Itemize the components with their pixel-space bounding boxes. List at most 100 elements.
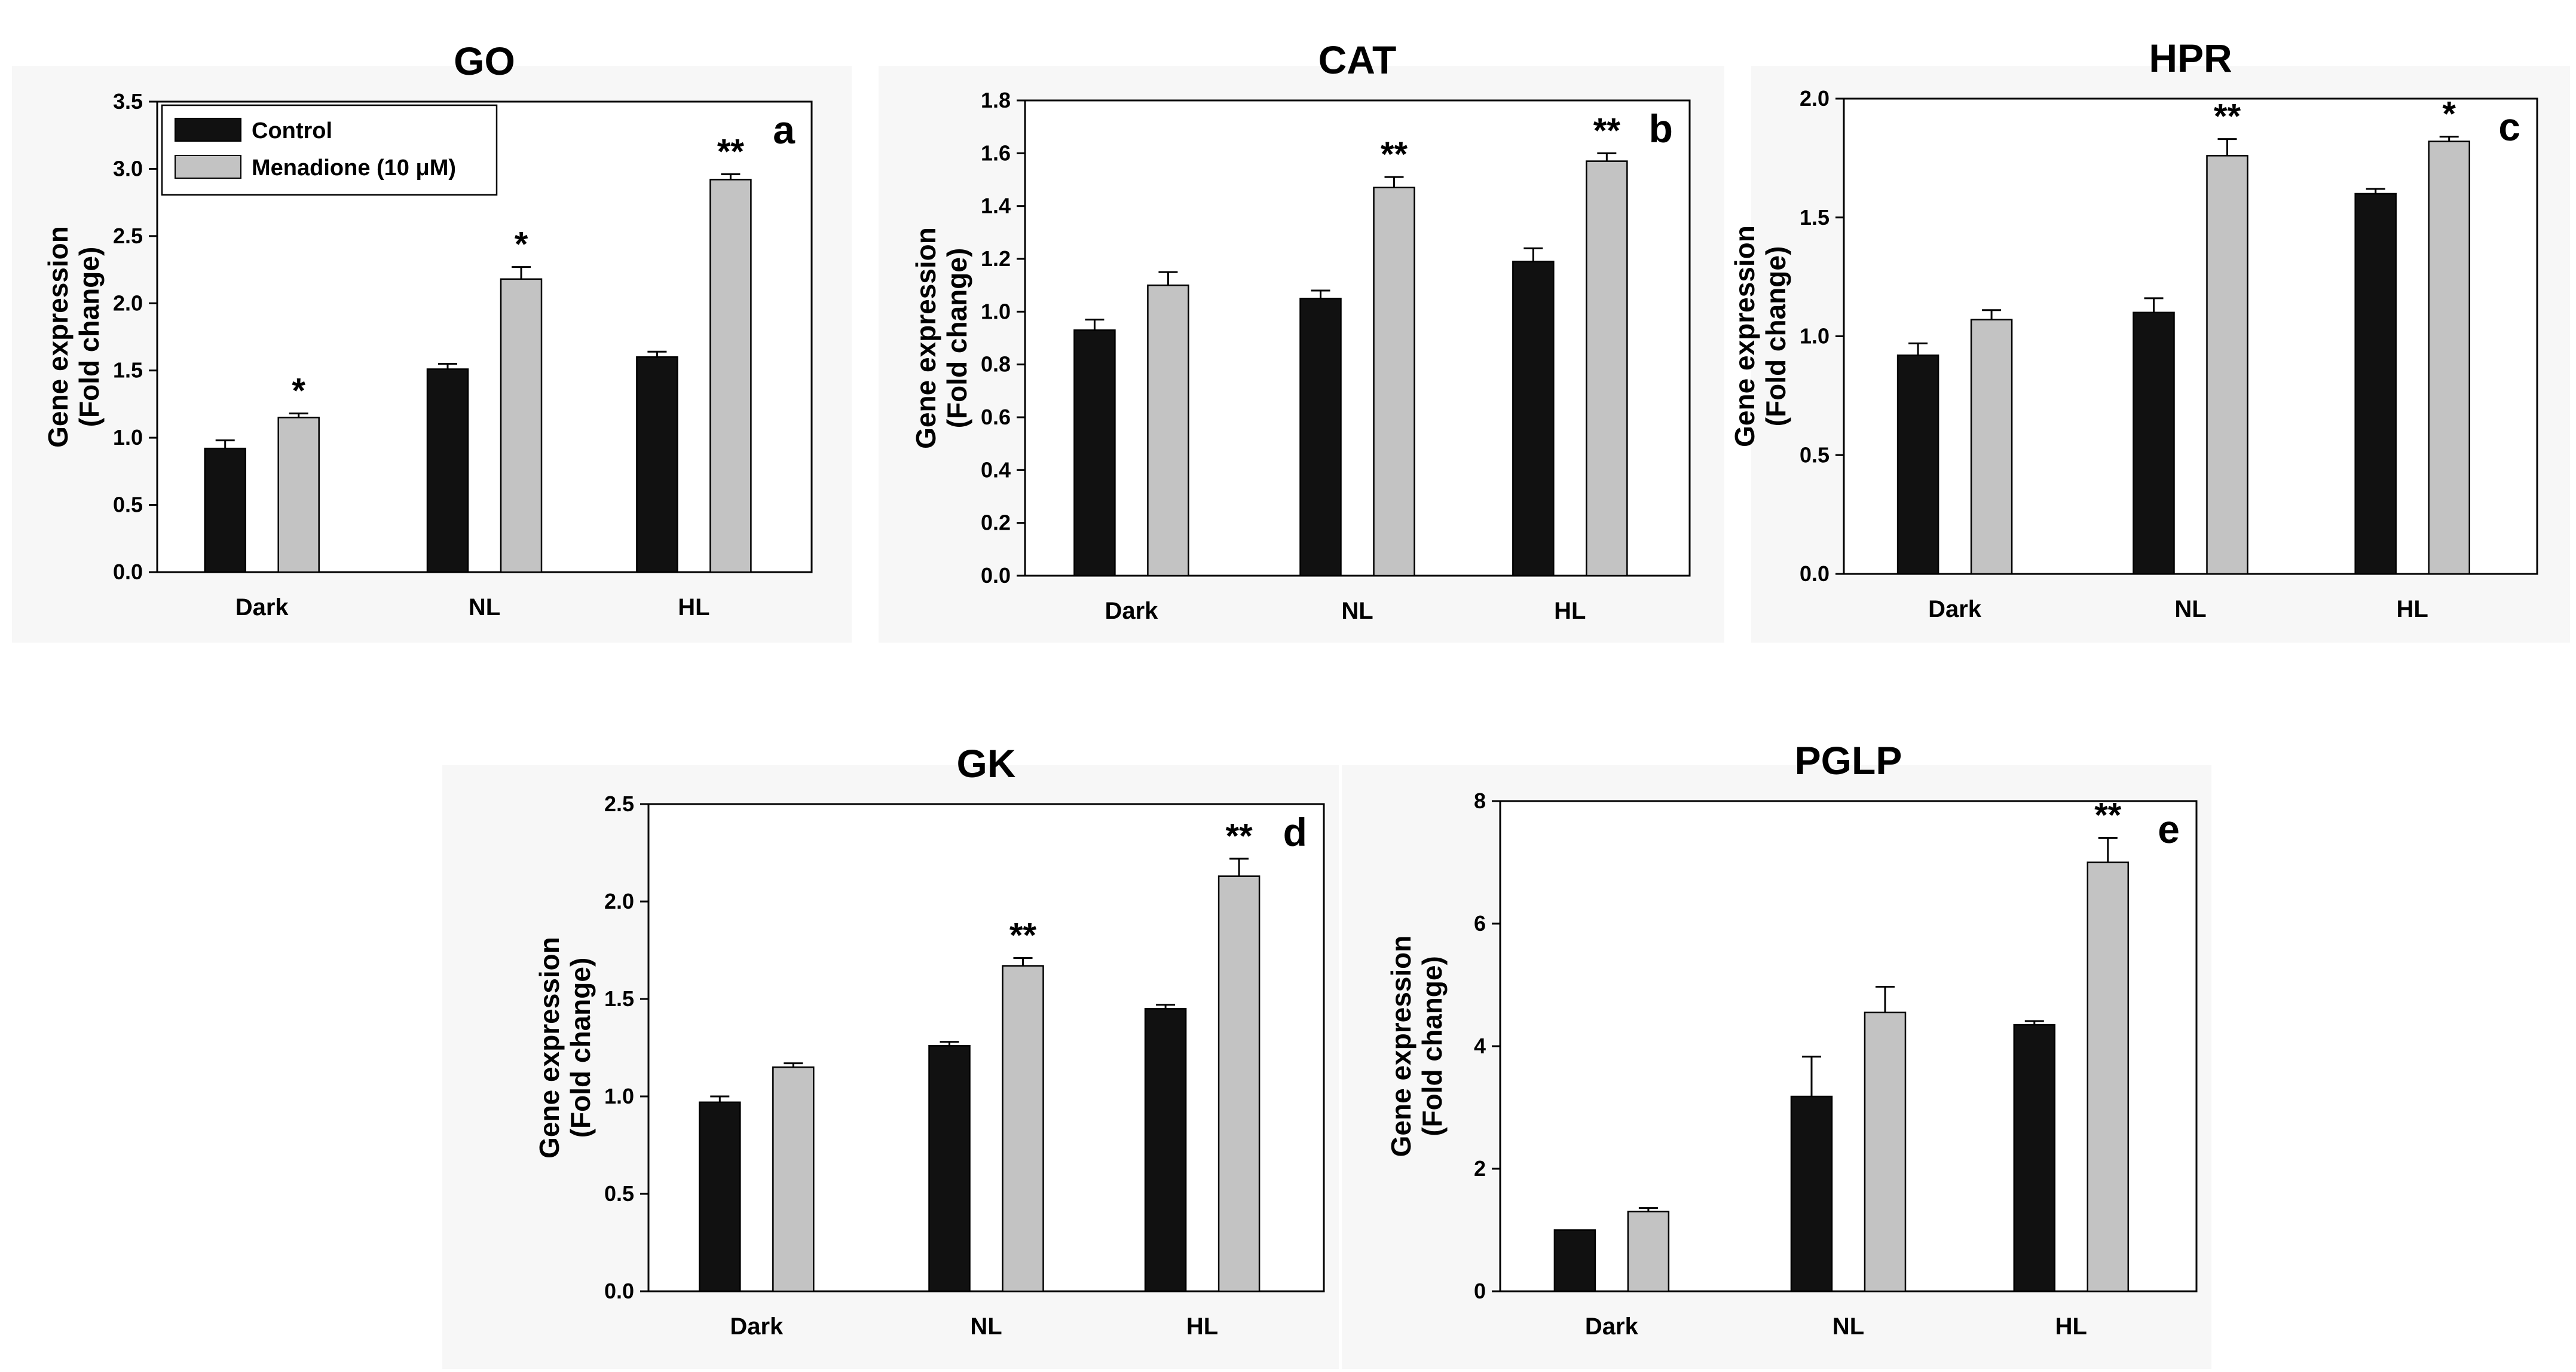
y-tick-label: 0.4 xyxy=(981,457,1011,482)
bar xyxy=(1896,355,1939,575)
chart-panel-d: 0.0 0.5 1.0 1.5 2.0 2.5 Gene expression(Fold c… xyxy=(442,741,1339,1369)
y-tick-label: 1.0 xyxy=(981,299,1011,323)
y-axis-label: Gene expression(Fold change) xyxy=(534,937,596,1159)
y-axis-label-line: Gene expression xyxy=(1385,936,1417,1157)
bar xyxy=(2206,155,2248,575)
legend-swatch xyxy=(175,118,241,142)
chart-title: GO xyxy=(454,39,515,83)
bar xyxy=(928,1044,971,1292)
significance-marker: ** xyxy=(2094,796,2122,835)
legend-label: Control xyxy=(252,118,332,143)
x-tick-label: HL xyxy=(2397,596,2428,622)
y-tick-label: 1.0 xyxy=(113,425,143,450)
x-tick-label: Dark xyxy=(1105,598,1158,624)
y-tick-label: 0.5 xyxy=(1800,442,1829,467)
y-axis-label-line: Gene expression xyxy=(42,226,74,448)
x-tick-label: NL xyxy=(469,594,500,621)
chart-panel-c: 0.0 0.5 1.0 1.5 2.0 Gene expression(Fold chan… xyxy=(1729,36,2570,643)
bar xyxy=(1864,1012,1907,1292)
bar xyxy=(2354,192,2397,575)
y-tick-label: 0.0 xyxy=(981,563,1011,588)
x-tick-label: NL xyxy=(2174,596,2206,622)
plot-frame xyxy=(1499,800,2198,1292)
y-tick-label: 4 xyxy=(1474,1034,1486,1058)
x-tick-label: NL xyxy=(1341,598,1373,624)
chart-title: HPR xyxy=(2149,36,2232,80)
panel-label: a xyxy=(773,108,796,152)
y-tick-label: 1.5 xyxy=(604,986,634,1011)
significance-marker: * xyxy=(515,225,528,264)
y-tick-label: 0.5 xyxy=(604,1181,634,1206)
y-tick-label: 3.5 xyxy=(113,89,143,114)
bar xyxy=(2013,1023,2056,1292)
bar xyxy=(2428,140,2470,575)
y-tick-label: 2.5 xyxy=(604,792,634,816)
y-axis-label-line: (Fold change) xyxy=(74,247,105,427)
chart-title: CAT xyxy=(1318,38,1397,82)
y-tick-label: 0.6 xyxy=(981,405,1011,429)
bar xyxy=(1217,875,1261,1292)
x-tick-label: HL xyxy=(1554,598,1586,624)
y-tick-label: 1.5 xyxy=(113,358,143,383)
bar xyxy=(500,278,543,573)
x-tick-label: Dark xyxy=(235,594,289,621)
y-tick-label: 2.0 xyxy=(604,889,634,913)
bar xyxy=(2087,861,2130,1292)
y-tick-label: 0.0 xyxy=(1800,561,1829,586)
legend-label: Menadione (10 μM) xyxy=(252,155,456,181)
significance-marker: ** xyxy=(1381,135,1408,174)
y-tick-label: 6 xyxy=(1474,911,1486,936)
y-tick-label: 0 xyxy=(1474,1279,1486,1303)
y-axis-label-line: (Fold change) xyxy=(565,958,596,1138)
y-tick-label: 2.5 xyxy=(113,224,143,248)
y-axis-label-line: Gene expression xyxy=(534,937,565,1159)
bar xyxy=(709,179,752,573)
bar xyxy=(204,447,246,573)
y-tick-label: 0.2 xyxy=(981,511,1011,535)
y-tick-label: 1.6 xyxy=(981,140,1011,165)
x-tick-label: NL xyxy=(1832,1313,1864,1340)
bar xyxy=(1144,1008,1187,1292)
significance-marker: * xyxy=(292,372,305,411)
y-tick-label: 2.0 xyxy=(113,291,143,315)
plot-frame xyxy=(1024,99,1691,577)
y-tick-label: 8 xyxy=(1474,789,1486,813)
y-tick-label: 3.0 xyxy=(113,156,143,181)
bar xyxy=(1553,1229,1596,1292)
y-tick-label: 0.8 xyxy=(981,352,1011,377)
chart-panel-e: 0 2 4 6 8 Gene expression(Fold change) PGLP e Da… xyxy=(1342,738,2211,1369)
y-axis-label: Gene expression(Fold change) xyxy=(910,227,972,449)
bar xyxy=(1586,160,1628,577)
panel-label: d xyxy=(1283,810,1307,854)
bar xyxy=(1147,284,1189,577)
chart-panel-b: 0.0 0.2 0.4 0.6 0.8 1.0 1.2 1.4 1.6 1.8 Gene expre… xyxy=(879,38,1724,643)
panel-label: c xyxy=(2498,105,2520,149)
y-axis-label-line: (Fold change) xyxy=(1417,956,1448,1136)
significance-marker: ** xyxy=(1226,817,1253,855)
y-axis-label-line: Gene expression xyxy=(910,227,941,449)
y-axis-label-line: (Fold change) xyxy=(941,248,972,429)
bar xyxy=(1299,298,1342,577)
bar xyxy=(2133,311,2175,575)
y-tick-label: 0.5 xyxy=(113,493,143,517)
y-tick-label: 0.0 xyxy=(604,1279,634,1303)
x-tick-label: HL xyxy=(678,594,709,621)
x-tick-label: HL xyxy=(2055,1313,2087,1340)
bar xyxy=(277,417,320,573)
plot-frame xyxy=(1843,97,2538,575)
bar xyxy=(1790,1095,1833,1292)
bar xyxy=(1970,319,2013,575)
bar xyxy=(1073,329,1116,577)
bar xyxy=(636,356,678,573)
y-tick-label: 1.8 xyxy=(981,88,1011,112)
y-tick-label: 1.5 xyxy=(1800,205,1829,230)
bar xyxy=(1002,965,1044,1292)
y-tick-label: 0.0 xyxy=(113,560,143,584)
y-axis-label: Gene expression(Fold change) xyxy=(1385,936,1448,1157)
bar xyxy=(1373,187,1415,577)
legend-swatch xyxy=(175,155,241,179)
y-tick-label: 1.0 xyxy=(604,1084,634,1108)
bar xyxy=(1512,261,1555,577)
x-tick-label: Dark xyxy=(1928,596,1982,622)
significance-marker: ** xyxy=(1593,111,1621,150)
